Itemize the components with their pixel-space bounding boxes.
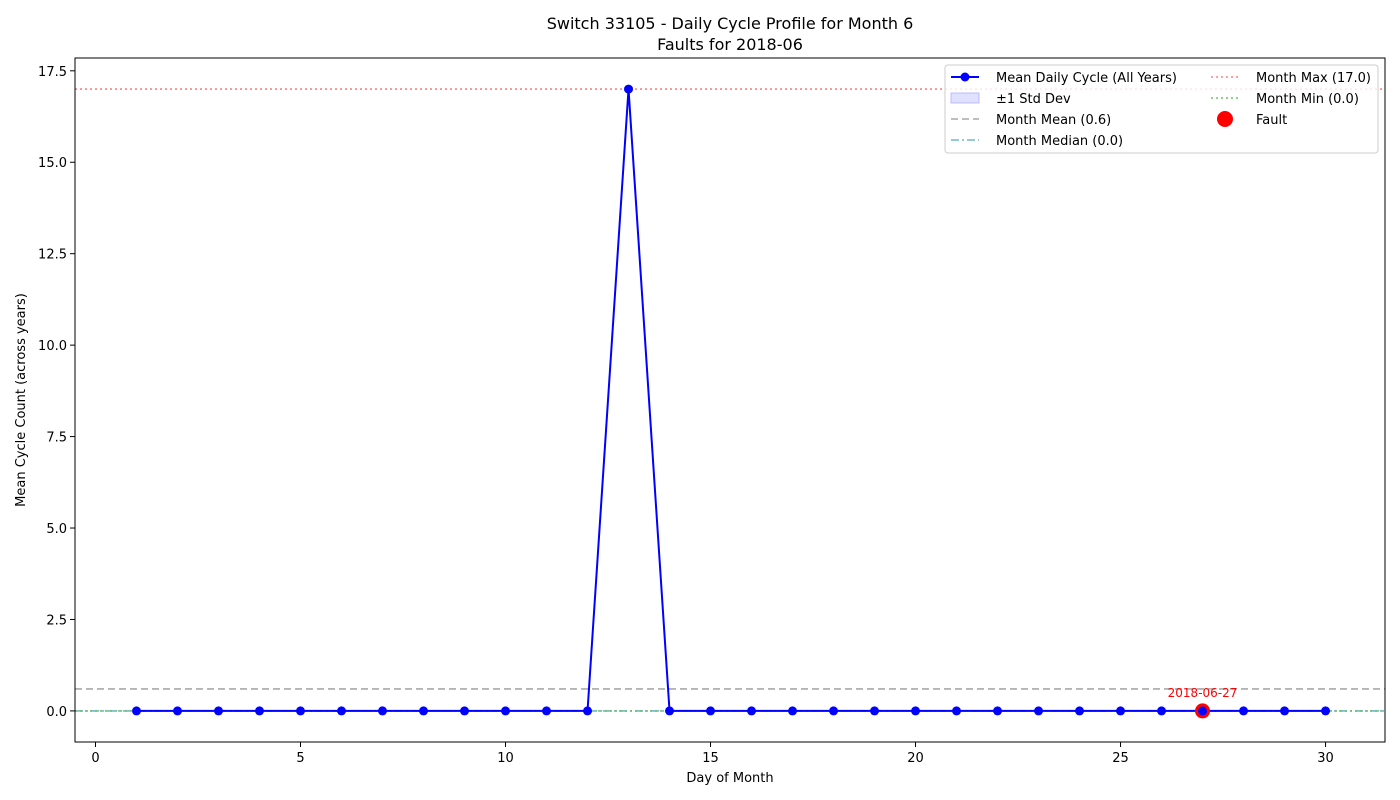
x-tick-label: 30	[1317, 751, 1334, 766]
data-point-day-21	[952, 706, 962, 716]
data-point-day-16	[747, 706, 757, 716]
y-tick-label: 5.0	[46, 522, 67, 537]
legend-label-l0: Mean Daily Cycle (All Years)	[996, 71, 1177, 86]
y-tick-label: 15.0	[38, 156, 67, 171]
y-tick-label: 10.0	[38, 339, 67, 354]
data-point-day-4	[255, 706, 265, 716]
series-line-0	[136, 89, 1326, 712]
series-layer	[132, 84, 1331, 716]
x-tick-label: 10	[497, 751, 514, 766]
data-point-day-18	[829, 706, 839, 716]
legend-swatch-band	[950, 92, 980, 104]
data-point-day-20	[911, 706, 921, 716]
data-point-day-25	[1116, 706, 1126, 716]
y-tick-label: 2.5	[46, 613, 67, 628]
data-point-day-30	[1321, 706, 1331, 716]
x-tick-label: 0	[91, 751, 99, 766]
legend-swatch-marker	[960, 72, 970, 82]
legend: Mean Daily Cycle (All Years) ±1 Std Dev Mo…	[944, 64, 1379, 154]
x-tick-label: 5	[296, 751, 304, 766]
data-point-day-15	[706, 706, 716, 716]
legend-label-r2: Fault	[1256, 113, 1287, 128]
x-axis-label: Day of Month	[686, 771, 773, 786]
data-point-day-12	[583, 706, 593, 716]
data-point-day-13	[624, 84, 634, 94]
data-point-day-10	[501, 706, 511, 716]
data-point-day-8	[419, 706, 429, 716]
data-point-day-17	[788, 706, 798, 716]
x-tick-label: 15	[702, 751, 719, 766]
data-point-day-9	[460, 706, 470, 716]
y-axis-label: Mean Cycle Count (across years)	[14, 293, 29, 507]
data-point-day-11	[542, 706, 552, 716]
chart-subtitle: Faults for 2018-06	[657, 35, 803, 54]
plot-frame	[74, 57, 1386, 743]
legend-label-l3: Month Median (0.0)	[996, 134, 1123, 149]
data-point-day-19	[870, 706, 880, 716]
data-point-day-22	[993, 706, 1003, 716]
x-tick-label: 20	[907, 751, 924, 766]
x-axis-ticks: 0 5 10 15 20 25 30	[91, 742, 1334, 766]
data-point-day-23	[1034, 706, 1044, 716]
y-tick-label: 12.5	[38, 248, 67, 263]
data-point-day-26	[1157, 706, 1167, 716]
data-point-day-28	[1239, 706, 1249, 716]
data-point-day-29	[1280, 706, 1290, 716]
fault-layer: 2018-06-27	[1168, 686, 1238, 719]
legend-label-r1: Month Min (0.0)	[1256, 92, 1359, 107]
y-tick-label: 7.5	[46, 431, 67, 446]
fault-point-0	[1198, 706, 1208, 716]
y-axis-ticks: 0.0 2.5 5.0 7.5 10.0 12.5 15.0 17.5	[38, 65, 75, 720]
data-point-day-5	[296, 706, 306, 716]
data-point-day-24	[1075, 706, 1085, 716]
data-point-day-14	[665, 706, 675, 716]
legend-label-l1: ±1 Std Dev	[996, 92, 1071, 107]
legend-box	[944, 64, 1379, 154]
legend-label-r0: Month Max (17.0)	[1256, 71, 1371, 86]
legend-swatch-fault	[1217, 111, 1233, 127]
data-point-day-6	[337, 706, 347, 716]
legend-label-l2: Month Mean (0.6)	[996, 113, 1111, 128]
data-point-day-7	[378, 706, 388, 716]
fault-label-0: 2018-06-27	[1168, 686, 1238, 700]
y-tick-label: 17.5	[38, 65, 67, 80]
chart-title: Switch 33105 - Daily Cycle Profile for M…	[547, 14, 914, 33]
data-point-day-2	[173, 706, 183, 716]
data-point-day-1	[132, 706, 142, 716]
plot-area	[75, 58, 1385, 742]
y-tick-label: 0.0	[46, 705, 67, 720]
x-tick-label: 25	[1112, 751, 1129, 766]
data-point-day-3	[214, 706, 224, 716]
